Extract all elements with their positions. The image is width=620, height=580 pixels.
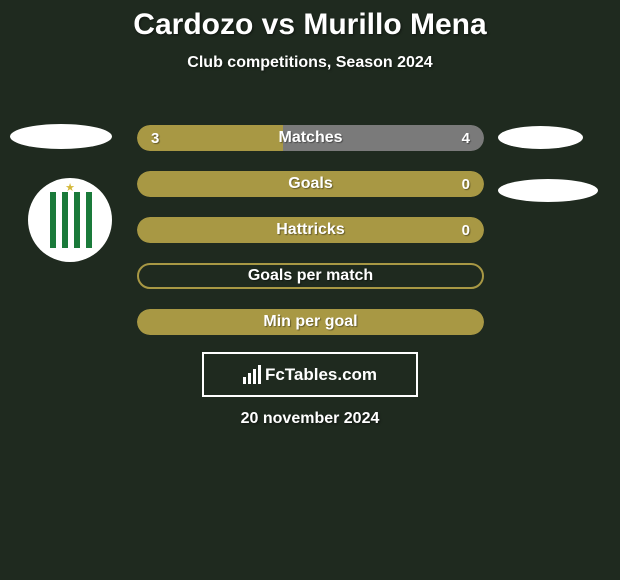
bar-label: Hattricks: [137, 217, 484, 243]
page-title: Cardozo vs Murillo Mena: [0, 0, 620, 42]
bar-label: Matches: [137, 125, 484, 151]
stat-bar-goals: Goals0: [137, 171, 484, 197]
date-label: 20 november 2024: [0, 410, 620, 428]
player1-avatar: [10, 124, 112, 149]
stat-bar-min-per-goal: Min per goal: [137, 309, 484, 335]
source-logo: FcTables.com: [202, 352, 418, 397]
bar-value-right: 0: [462, 171, 470, 197]
stat-bar-goals-per-match: Goals per match: [137, 263, 484, 289]
comparison-chart: Matches34Goals0Hattricks0Goals per match…: [137, 125, 484, 355]
bar-value-left: 3: [151, 125, 159, 151]
player1-club-badge: ★: [28, 178, 112, 262]
bars-icon: [243, 365, 261, 384]
bar-value-right: 0: [462, 217, 470, 243]
player2-club-avatar: [498, 179, 598, 202]
stat-bar-matches: Matches3 4: [137, 125, 484, 151]
page-subtitle: Club competitions, Season 2024: [0, 54, 620, 72]
logo-label: FcTables.com: [265, 365, 377, 385]
bar-value-right: 4: [462, 125, 470, 151]
player2-avatar: [498, 126, 583, 149]
stat-bar-hattricks: Hattricks0: [137, 217, 484, 243]
bar-label: Goals per match: [139, 265, 482, 287]
bar-label: Min per goal: [137, 309, 484, 335]
bar-label: Goals: [137, 171, 484, 197]
club-stripes-icon: [45, 192, 95, 248]
